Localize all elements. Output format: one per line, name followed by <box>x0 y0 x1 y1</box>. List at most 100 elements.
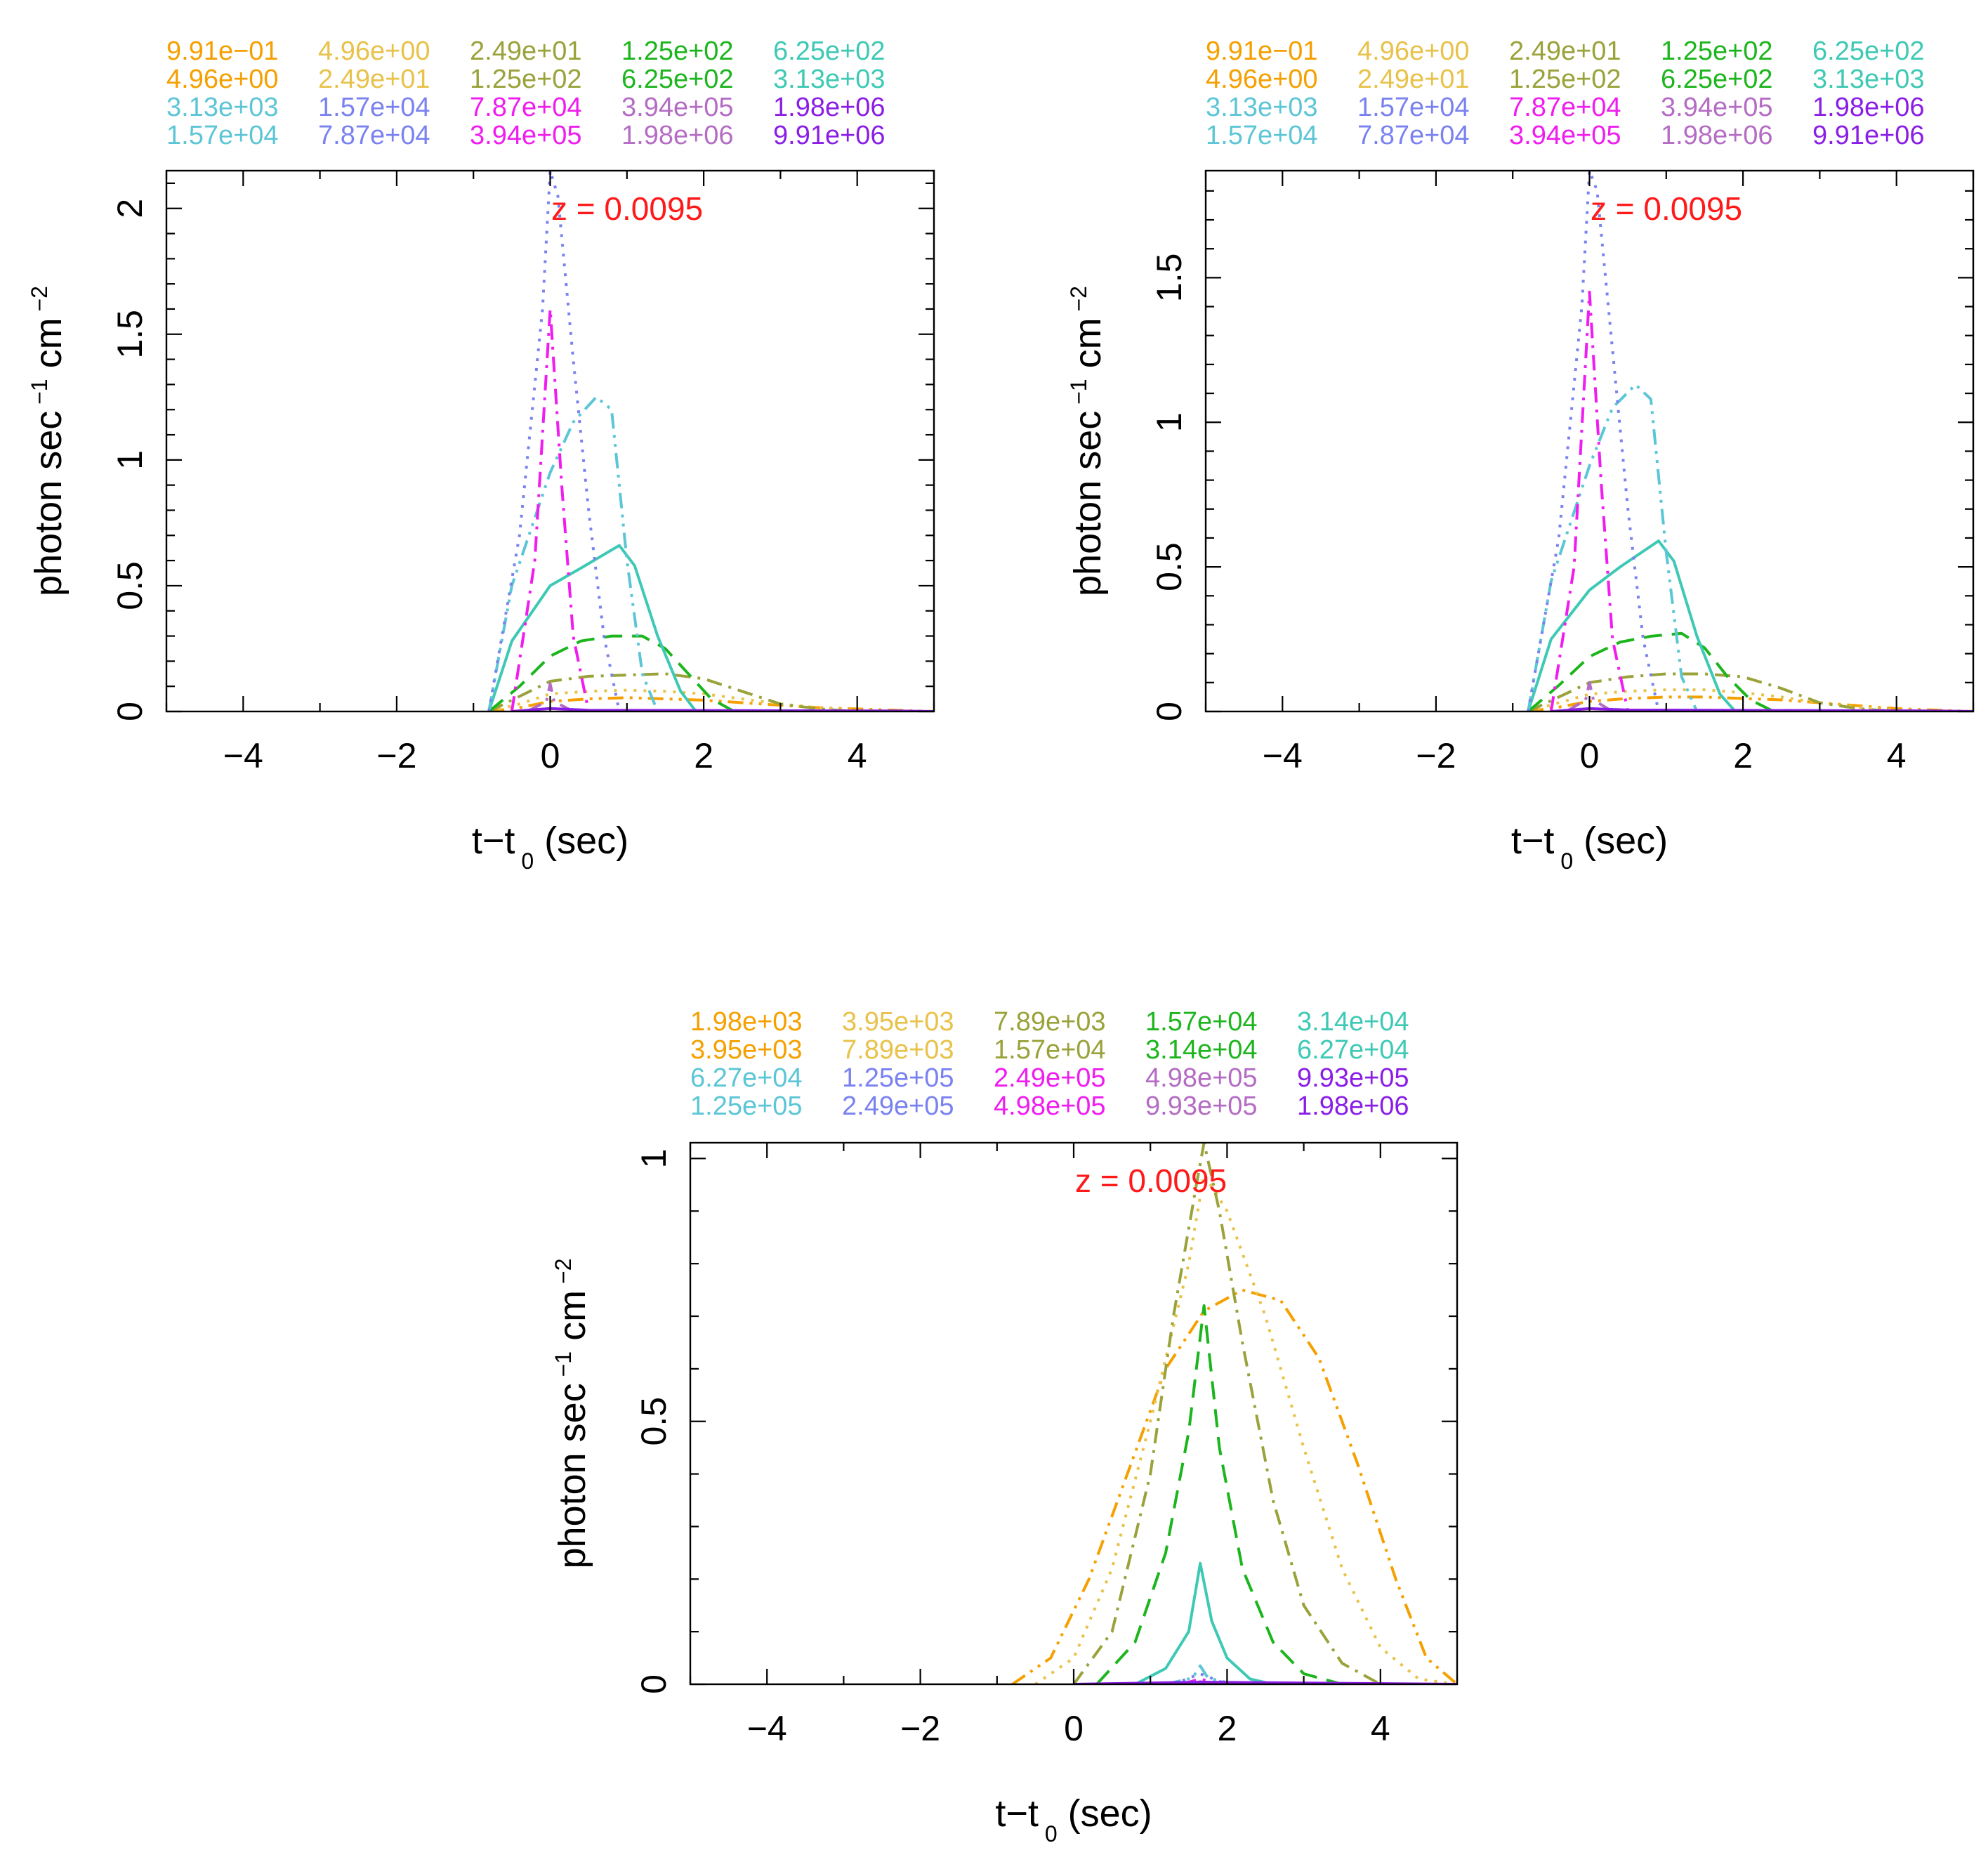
y-axis-label-unit: cm <box>27 317 70 379</box>
legend-entry: 6.25e+02 <box>1812 37 1925 66</box>
plot-frame <box>689 1141 1459 1686</box>
legend-entry: 9.91e+06 <box>1812 121 1925 150</box>
legend-entry: 1.25e+02 <box>470 65 582 94</box>
y-axis-label-exp2: −2 <box>551 1259 576 1290</box>
legend-entry: 6.25e+02 <box>1661 65 1773 94</box>
y-tick-label: 0.5 <box>110 561 150 610</box>
y-axis-label-unit: cm <box>551 1290 593 1351</box>
y-tick-label: 1.5 <box>1150 254 1189 303</box>
y-axis-label-exp2: −2 <box>27 286 52 317</box>
panel-bottom: −4 −2 0 2 4 0 0.5 1 t−t 0 (sec) photon sec −1 cm … <box>551 1007 1459 1846</box>
legend-entry: 2.49e+05 <box>994 1063 1106 1093</box>
y-axis-label-unit: cm <box>1067 317 1109 379</box>
y-axis-label: photon sec −1 cm −2 <box>27 286 70 596</box>
series-line-4 <box>1095 1304 1343 1684</box>
legend: 9.91e−01 4.96e+00 2.49e+01 1.25e+02 6.25e+02… <box>166 37 886 150</box>
x-axis-label-main: t−t <box>995 1792 1039 1835</box>
legend-entry: 3.13e+03 <box>1206 93 1318 122</box>
x-tick-label: −2 <box>1416 736 1456 775</box>
x-tick-label: 4 <box>848 736 867 775</box>
series-line-3 <box>1072 1143 1381 1684</box>
legend-entry: 9.91e−01 <box>166 37 279 66</box>
legend-entry: 3.94e+05 <box>1661 93 1773 122</box>
legend-entry: 3.14e+04 <box>1145 1035 1258 1065</box>
legend-entry: 1.25e+05 <box>842 1063 954 1093</box>
series-line-2 <box>488 688 934 711</box>
legend-entry: 1.98e+06 <box>1812 93 1925 122</box>
y-tick-label: 2 <box>110 199 150 218</box>
y-axis-label-exp2: −2 <box>1066 286 1091 317</box>
series-line-5 <box>1134 1561 1274 1684</box>
redshift-annotation: z = 0.0095 <box>551 190 703 227</box>
legend-entry: 4.96e+00 <box>166 65 279 94</box>
legend-entry: 3.14e+04 <box>1297 1007 1409 1037</box>
x-axis-label: t−t 0 (sec) <box>1511 820 1668 874</box>
legend-entry: 2.49e+01 <box>318 65 430 94</box>
legend-entry: 2.49e+01 <box>1509 37 1621 66</box>
x-axis-label-subscript: 0 <box>515 848 534 874</box>
y-tick-label: 1.5 <box>110 310 150 359</box>
x-tick-label: 4 <box>1371 1709 1390 1748</box>
legend-entry: 1.57e+04 <box>318 93 430 122</box>
x-tick-label: 2 <box>1733 736 1753 775</box>
legend-entry: 9.93e+05 <box>1145 1091 1258 1121</box>
legend-entry: 6.27e+04 <box>1297 1035 1409 1065</box>
series-line-2 <box>1034 1172 1457 1684</box>
y-tick-label: 0 <box>634 1674 673 1694</box>
legend-entry: 3.13e+03 <box>773 65 886 94</box>
legend-entry: 1.57e+04 <box>1145 1007 1258 1037</box>
plot-frame <box>165 169 935 713</box>
x-axis-label-subscript: 0 <box>1039 1821 1058 1846</box>
legend-entry: 1.98e+06 <box>1661 121 1773 150</box>
legend-entry: 3.13e+03 <box>166 93 279 122</box>
series-line-8 <box>1549 290 1630 711</box>
x-axis-label-unit: (sec) <box>534 820 628 862</box>
series-line-6 <box>1527 383 1699 711</box>
series-line-4 <box>1527 631 1775 711</box>
legend-entry: 1.98e+06 <box>1297 1091 1409 1121</box>
x-axis-label-unit: (sec) <box>1058 1792 1152 1835</box>
series-line-9 <box>526 682 574 711</box>
redshift-annotation: z = 0.0095 <box>1591 190 1742 227</box>
legend-entry: 1.98e+03 <box>690 1007 803 1037</box>
legend-entry: 1.25e+02 <box>1509 65 1621 94</box>
panel-top-right: −4 −2 0 2 4 0 0.5 1 1.5 t−t 0 (sec) photon sec −1 … <box>1066 37 1975 874</box>
legend-entry: 6.25e+02 <box>621 65 734 94</box>
legend-entry: 2.49e+01 <box>1357 65 1470 94</box>
y-tick-label: 1 <box>1150 412 1189 432</box>
x-tick-label: 4 <box>1887 736 1907 775</box>
legend-entry: 1.25e+05 <box>690 1091 803 1121</box>
legend-entry: 7.87e+04 <box>470 93 582 122</box>
legend-entry: 1.98e+06 <box>621 121 734 150</box>
x-tick-label: 2 <box>1217 1709 1237 1748</box>
legend: 9.91e−01 4.96e+00 2.49e+01 1.25e+02 6.25e+02… <box>1206 37 1925 150</box>
y-axis-label-exp1: −1 <box>27 379 52 410</box>
legend-entry: 7.87e+04 <box>1509 93 1621 122</box>
x-tick-label: −4 <box>747 1709 787 1748</box>
legend-entry: 4.96e+00 <box>318 37 430 66</box>
legend-entry: 6.25e+02 <box>773 37 886 66</box>
series-line-3 <box>488 672 857 711</box>
legend-entry: 3.94e+05 <box>621 93 734 122</box>
x-tick-label: 0 <box>1580 736 1600 775</box>
x-tick-label: −4 <box>223 736 263 775</box>
panel-top-left: −4 −2 0 2 4 0 0.5 1 1.5 2 t−t 0 (sec) photon sec −1… <box>27 37 935 874</box>
legend-entry: 3.95e+03 <box>690 1035 803 1065</box>
y-axis-label: photon sec −1 cm −2 <box>551 1259 593 1569</box>
y-axis-label-main: photon sec <box>27 411 70 596</box>
y-axis-label-main: photon sec <box>551 1383 593 1568</box>
x-axis-label-unit: (sec) <box>1573 820 1668 862</box>
x-axis-label: t−t 0 (sec) <box>472 820 628 874</box>
redshift-annotation: z = 0.0095 <box>1075 1162 1227 1199</box>
y-tick-label: 0 <box>1150 702 1189 721</box>
series-line-9 <box>1565 681 1614 711</box>
legend-entry: 3.95e+03 <box>842 1007 954 1037</box>
legend-entry: 1.57e+04 <box>166 121 279 150</box>
x-axis-label-subscript: 0 <box>1554 848 1573 874</box>
legend-entry: 7.87e+04 <box>318 121 430 150</box>
series-line-8 <box>510 308 591 711</box>
series-line-1 <box>1011 1288 1457 1684</box>
x-tick-label: −4 <box>1263 736 1303 775</box>
x-axis-label-main: t−t <box>1511 820 1555 862</box>
